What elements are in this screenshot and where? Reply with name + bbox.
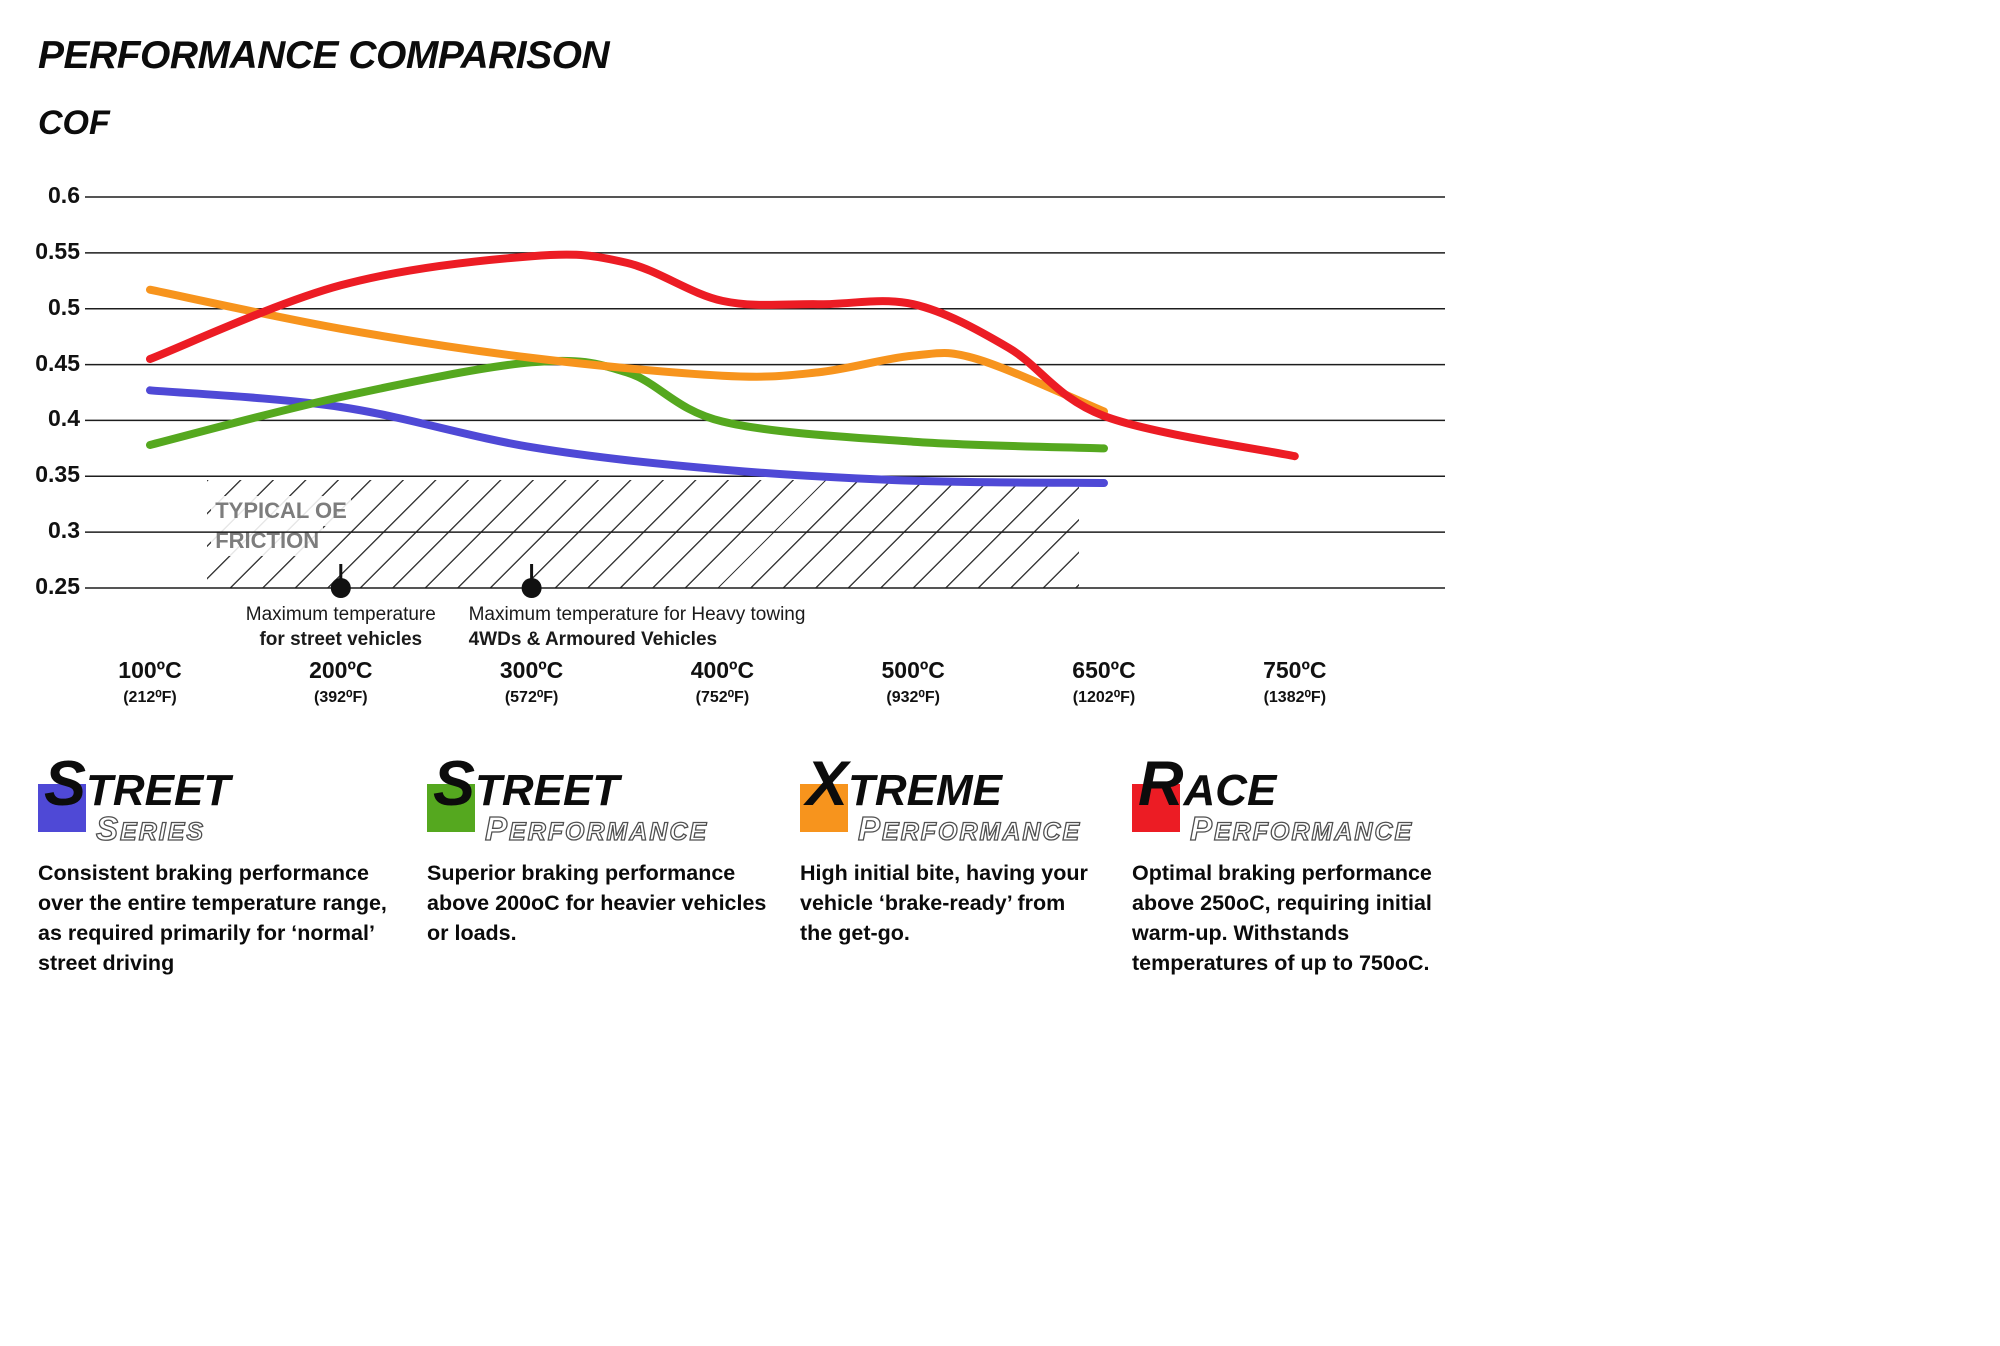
x-tick-fahrenheit: (1382⁰F)	[1263, 689, 1327, 706]
x-tick-label: 650ºC (1202⁰F)	[1004, 657, 1204, 707]
y-tick-label: 0.25	[35, 573, 80, 599]
x-tick-label: 200ºC (392⁰F)	[241, 657, 441, 707]
brand-logo: XTREME PERFORMANCE	[800, 749, 1100, 852]
oe-friction-label: TYPICAL OE FRICTION	[211, 495, 351, 556]
logo-word1: STREET	[44, 749, 231, 819]
annotation-line1: Maximum temperature	[245, 604, 436, 625]
legend-description: Consistent braking performance over the …	[38, 861, 387, 975]
x-tick-celsius: 300ºC	[499, 657, 564, 683]
logo-color-square	[427, 784, 475, 832]
legend-description: Superior braking performance above 200oC…	[427, 861, 767, 945]
plot-area	[85, 196, 1445, 598]
y-tick-label: 0.6	[48, 182, 80, 208]
x-tick-label: 500ºC (932⁰F)	[813, 657, 1013, 707]
x-tick-celsius: 750ºC	[1263, 657, 1327, 683]
logo-word2: PERFORMANCE	[1189, 809, 1414, 847]
y-tick-label: 0.35	[35, 461, 80, 488]
x-tick-celsius: 500ºC	[881, 657, 945, 683]
brand-logo: RACE PERFORMANCE	[1132, 749, 1480, 852]
x-tick-label: 400ºC (752⁰F)	[622, 657, 822, 707]
y-tick-label: 0.5	[48, 293, 80, 320]
page-title: PERFORMANCE COMPARISON	[38, 34, 610, 77]
logo-color-square	[800, 784, 848, 832]
x-tick-fahrenheit: (212⁰F)	[123, 689, 177, 706]
legend-description: Optimal braking performance above 250oC,…	[1132, 861, 1432, 975]
brand-logo: STREET SERIES	[38, 749, 400, 852]
logo-word1: XTREME	[806, 749, 1003, 819]
x-tick-fahrenheit: (392⁰F)	[314, 689, 368, 706]
legend-item-street-series: STREET SERIES Consistent braking performan…	[38, 749, 400, 978]
oe-friction-band: TYPICAL OE FRICTION	[207, 479, 1079, 588]
logo-color-square	[38, 784, 86, 832]
y-tick-label: 0.55	[35, 237, 80, 264]
logo-word1: STREET	[433, 749, 620, 819]
y-tick-label: 0.4	[48, 405, 80, 432]
x-tick-fahrenheit: (1202⁰F)	[1072, 689, 1136, 706]
annotation-line1: Maximum temperature for Heavy towing	[468, 604, 806, 625]
series-line-street-performance	[146, 356, 1108, 453]
legend-item-race-performance: RACE PERFORMANCE Optimal braking performan…	[1132, 749, 1480, 978]
brand-logo: STREET PERFORMANCE	[427, 749, 779, 852]
x-tick-celsius: 650ºC	[1072, 657, 1136, 683]
annotation-pin-dot	[521, 578, 542, 598]
x-tick-fahrenheit: (932⁰F)	[886, 689, 940, 706]
x-tick-label: 300ºC (572⁰F)	[432, 657, 632, 707]
logo-word2: PERFORMANCE	[857, 809, 1082, 847]
oe-friction-label-line1: TYPICAL OE	[211, 495, 351, 526]
x-tick-celsius: 200ºC	[309, 657, 373, 683]
y-axis-title: COF	[38, 104, 110, 142]
x-tick-celsius: 100ºC	[118, 657, 182, 683]
logo-word2: PERFORMANCE	[484, 809, 709, 847]
x-tick-label: 100ºC (212⁰F)	[50, 657, 250, 707]
annotation-line2: for street vehicles	[259, 629, 423, 650]
x-tick-label: 750ºC (1382⁰F)	[1195, 657, 1395, 707]
annotation-pin-dot	[330, 578, 351, 598]
annotation-text: Maximum temperature for street vehicles	[246, 602, 436, 652]
y-tick-label: 0.3	[48, 517, 80, 544]
x-tick-celsius: 400ºC	[690, 657, 755, 683]
logo-word1: RACE	[1138, 749, 1277, 819]
logo-color-square	[1132, 784, 1180, 832]
series-line-xtreme-performance	[146, 285, 1108, 416]
logo-word2: SERIES	[95, 809, 206, 847]
x-tick-fahrenheit: (752⁰F)	[695, 689, 750, 706]
x-tick-fahrenheit: (572⁰F)	[504, 689, 559, 706]
annotation-line2: 4WDs & Armoured Vehicles	[468, 629, 718, 650]
legend-item-xtreme-performance: XTREME PERFORMANCE High initial bite, havi…	[800, 749, 1100, 948]
annotation-text: Maximum temperature for Heavy towing 4WDs…	[469, 602, 806, 652]
series-line-race-performance	[146, 250, 1299, 461]
legend-description: High initial bite, having your vehicle ‘…	[800, 861, 1088, 945]
legend-item-street-performance: STREET PERFORMANCE Superior braking perfor…	[427, 749, 779, 948]
y-tick-label: 0.45	[35, 349, 80, 376]
